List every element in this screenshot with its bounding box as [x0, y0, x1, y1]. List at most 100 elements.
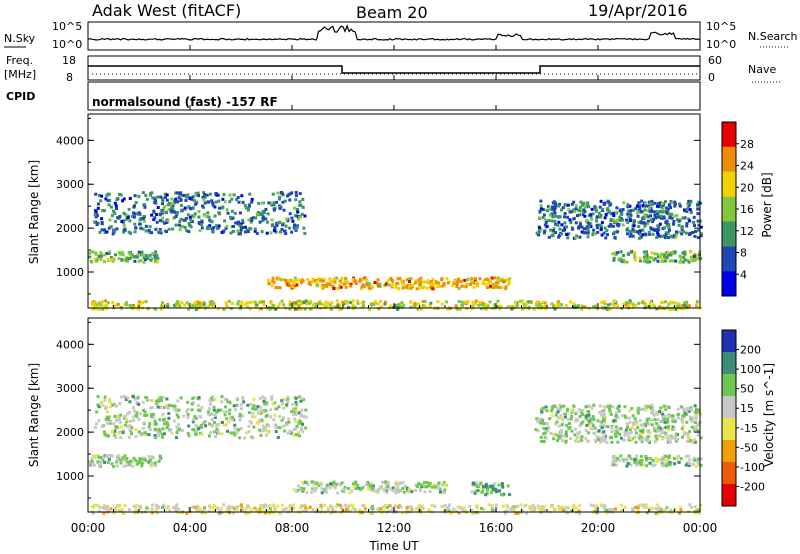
velocity-cell — [194, 423, 198, 427]
velocity-cell — [556, 407, 560, 411]
velocity-colorbar-tick-label: -50 — [740, 441, 758, 454]
velocity-colorbar-tick-label: 200 — [740, 344, 761, 357]
velocity-cell — [176, 399, 180, 403]
power-cell — [186, 193, 190, 197]
velocity-cell — [630, 426, 634, 430]
velocity-cell — [543, 431, 547, 435]
velocity-cell — [92, 463, 96, 467]
velocity-cell — [678, 511, 681, 515]
power-cell — [514, 301, 517, 305]
nave-tick-top: 60 — [708, 54, 722, 67]
velocity-cell — [233, 423, 237, 427]
power-cell — [546, 209, 550, 213]
velocity-cell — [104, 505, 108, 509]
velocity-cell — [566, 407, 570, 411]
power-cell — [94, 215, 98, 219]
velocity-cell — [642, 505, 646, 509]
velocity-cell — [607, 407, 611, 411]
velocity-cell — [656, 503, 660, 507]
power-cell — [207, 215, 211, 219]
velocity-cell — [557, 505, 561, 509]
power-cell — [458, 307, 462, 311]
power-cell — [318, 300, 322, 303]
power-cell — [100, 228, 104, 232]
power-cell — [210, 300, 214, 303]
power-cell — [600, 221, 604, 224]
velocity-cell — [649, 457, 653, 461]
velocity-cell — [358, 508, 361, 512]
velocity-cell — [301, 504, 304, 508]
velocity-cell — [190, 408, 194, 412]
velocity-cell — [593, 426, 597, 430]
power-cell — [293, 206, 297, 210]
power-cell — [206, 305, 210, 309]
power-cell — [641, 228, 645, 232]
velocity-cell — [470, 490, 474, 494]
power-cell — [565, 233, 569, 236]
velocity-cell — [629, 431, 633, 435]
power-cell — [649, 210, 653, 214]
velocity-cell — [300, 408, 304, 412]
velocity-cell — [495, 490, 498, 494]
velocity-cell — [694, 414, 698, 418]
velocity-cell — [209, 431, 213, 435]
velocity-cell — [578, 415, 582, 419]
velocity-cell — [211, 412, 215, 416]
velocity-cell — [395, 486, 399, 490]
power-cell — [126, 259, 129, 263]
velocity-cell — [442, 491, 446, 495]
power-cell — [246, 230, 250, 234]
power-cell — [105, 303, 109, 307]
power-cell — [620, 218, 624, 222]
power-cell — [631, 234, 635, 238]
velocity-cell — [236, 505, 240, 509]
velocity-cell — [546, 427, 550, 431]
velocity-cell — [534, 428, 538, 432]
power-cell — [686, 206, 690, 209]
power-cell — [689, 200, 693, 204]
velocity-cell — [476, 489, 480, 493]
power-cell — [573, 305, 576, 309]
power-cell — [557, 215, 560, 219]
velocity-cell — [363, 507, 367, 511]
power-cell — [628, 211, 632, 215]
power-cell — [626, 232, 629, 236]
power-cell — [274, 307, 278, 311]
velocity-cell — [300, 397, 304, 400]
velocity-cell — [414, 507, 418, 511]
power-cell — [214, 192, 218, 196]
power-cell — [98, 230, 102, 234]
power-cell — [693, 257, 697, 261]
power-cell — [118, 192, 121, 196]
power-cell — [580, 225, 584, 229]
power-cell — [329, 307, 333, 311]
velocity-cell — [96, 503, 99, 507]
velocity-cell — [626, 457, 630, 461]
velocity-cell — [489, 484, 493, 488]
power-cell — [159, 195, 163, 199]
power-cell — [273, 225, 277, 229]
velocity-cell — [155, 503, 158, 507]
velocity-cell — [687, 439, 691, 443]
velocity-cell — [158, 458, 162, 462]
power-cell — [308, 283, 312, 287]
power-cell — [658, 305, 662, 309]
power-cell — [109, 205, 113, 209]
velocity-cell — [226, 429, 229, 433]
power-cell — [578, 221, 582, 225]
power-cell — [629, 250, 633, 254]
velocity-cell — [531, 503, 535, 507]
velocity-cell — [551, 505, 555, 509]
power-cell — [154, 199, 158, 203]
velocity-cell — [648, 507, 652, 511]
velocity-cell — [644, 436, 648, 440]
velocity-cell — [242, 508, 246, 512]
velocity-cell — [521, 508, 524, 512]
velocity-cell — [185, 511, 189, 515]
power-cell — [114, 204, 118, 208]
power-cell — [95, 257, 99, 261]
power-cell — [428, 304, 432, 308]
velocity-cell — [215, 410, 219, 414]
power-cell — [128, 303, 132, 307]
power-cell — [637, 225, 641, 228]
